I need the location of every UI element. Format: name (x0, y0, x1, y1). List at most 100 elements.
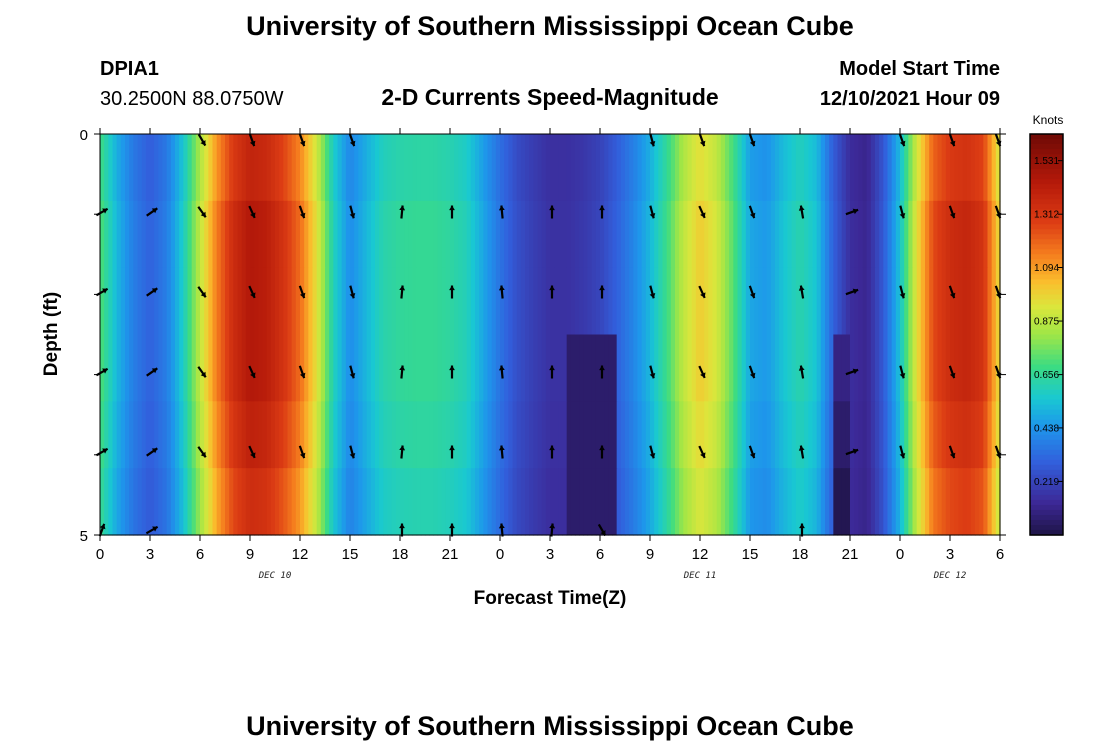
heatmap-cell (166, 334, 172, 402)
heatmap-cell (729, 468, 734, 536)
heatmap-cell (762, 134, 768, 202)
heatmap-cell (283, 334, 289, 402)
heatmap-cell (195, 267, 201, 336)
heatmap-cell (237, 334, 243, 402)
heatmap-cell (737, 401, 743, 469)
heatmap-cell (950, 267, 955, 336)
heatmap-cell (354, 200, 359, 269)
heatmap-cell (583, 200, 589, 269)
heatmap-cell (158, 267, 164, 336)
colorbar-swatch (1030, 144, 1063, 150)
heatmap-cell (945, 134, 951, 202)
heatmap-cell (608, 468, 614, 536)
heatmap-cell (929, 468, 934, 536)
heatmap-cell (187, 401, 193, 469)
heatmap-cell (166, 134, 172, 202)
heatmap-cell (783, 401, 789, 469)
heatmap-cell (933, 200, 939, 269)
heatmap-cell (275, 200, 280, 269)
heatmap-cell (550, 468, 555, 536)
heatmap-cell (179, 267, 184, 336)
heatmap-cell (987, 334, 993, 402)
heatmap-cell (233, 401, 239, 469)
heatmap-cell (604, 468, 609, 536)
heatmap-cell (929, 267, 934, 336)
x-tick-label: 15 (342, 546, 359, 563)
current-arrow (698, 205, 706, 219)
heatmap-cell (829, 267, 834, 336)
heatmap-cell (154, 134, 159, 202)
colorbar-swatch (1030, 389, 1063, 396)
colorbar-swatch (1030, 419, 1063, 426)
heatmap-cell (295, 334, 301, 402)
heatmap-cell (958, 468, 964, 536)
heatmap-cell (841, 200, 847, 269)
heatmap-cell (220, 267, 226, 336)
heatmap-cell (883, 401, 889, 469)
heatmap-cell (954, 334, 959, 402)
current-arrow (948, 285, 956, 299)
heatmap-cell (887, 334, 893, 402)
current-arrow (248, 445, 256, 459)
heatmap-cell (570, 200, 576, 269)
heatmap-cell (966, 334, 972, 402)
heatmap-cell (508, 334, 514, 402)
heatmap-cell (725, 134, 730, 202)
heatmap-cell (295, 200, 301, 269)
heatmap-cell (204, 267, 209, 336)
heatmap-cell (400, 134, 405, 202)
heatmap-cell (362, 267, 368, 336)
colorbar-swatch (1030, 224, 1063, 230)
current-arrow (899, 365, 906, 379)
heatmap-cell (262, 134, 268, 202)
heatmap-cell (462, 468, 468, 536)
heatmap-cell (400, 200, 405, 269)
colorbar-swatch (1030, 209, 1063, 215)
heatmap-cell (633, 200, 639, 269)
heatmap-cell (737, 334, 743, 402)
heatmap-cell (541, 334, 547, 402)
heatmap-cell (562, 200, 568, 269)
heatmap-cell (950, 401, 955, 469)
heatmap-cell (612, 134, 618, 202)
heatmap-cell (895, 468, 901, 536)
heatmap-cell (875, 134, 880, 202)
heatmap-cell (612, 401, 618, 469)
heatmap-cell (933, 267, 939, 336)
heatmap-cell (729, 401, 734, 469)
heatmap-cell (212, 267, 218, 336)
heatmap-cell (829, 134, 834, 202)
heatmap-cell (325, 267, 330, 336)
heatmap-cell (195, 401, 201, 469)
heatmap-cell (400, 267, 405, 336)
heatmap-cell (429, 267, 434, 336)
heatmap-cell (425, 267, 430, 336)
current-arrow (798, 205, 805, 219)
x-tick-label: 3 (946, 546, 954, 563)
heatmap-cell (375, 267, 380, 336)
heatmap-cell (866, 334, 872, 402)
heatmap-cell (666, 267, 672, 336)
heatmap-cell (454, 200, 459, 269)
heatmap-cell (112, 134, 118, 202)
heatmap-cell (904, 401, 909, 469)
heatmap-cell (870, 134, 876, 202)
current-arrow (649, 133, 656, 147)
colorbar-swatch (1030, 459, 1063, 466)
heatmap-cell (858, 200, 864, 269)
heatmap-cell (175, 134, 180, 202)
heatmap-cell (512, 200, 518, 269)
heatmap-cell (900, 334, 905, 402)
heatmap-cell (791, 401, 797, 469)
heatmap-cell (441, 200, 447, 269)
heatmap-cell (408, 334, 414, 402)
current-arrow (899, 285, 906, 299)
heatmap-cell (333, 200, 339, 269)
heatmap-cell (391, 134, 397, 202)
heatmap-cell (108, 134, 114, 202)
heatmap-cell (562, 334, 568, 402)
heatmap-cell (308, 267, 314, 336)
heatmap-cell (670, 134, 676, 202)
heatmap-cell (137, 334, 143, 402)
heatmap-cell (129, 468, 134, 536)
